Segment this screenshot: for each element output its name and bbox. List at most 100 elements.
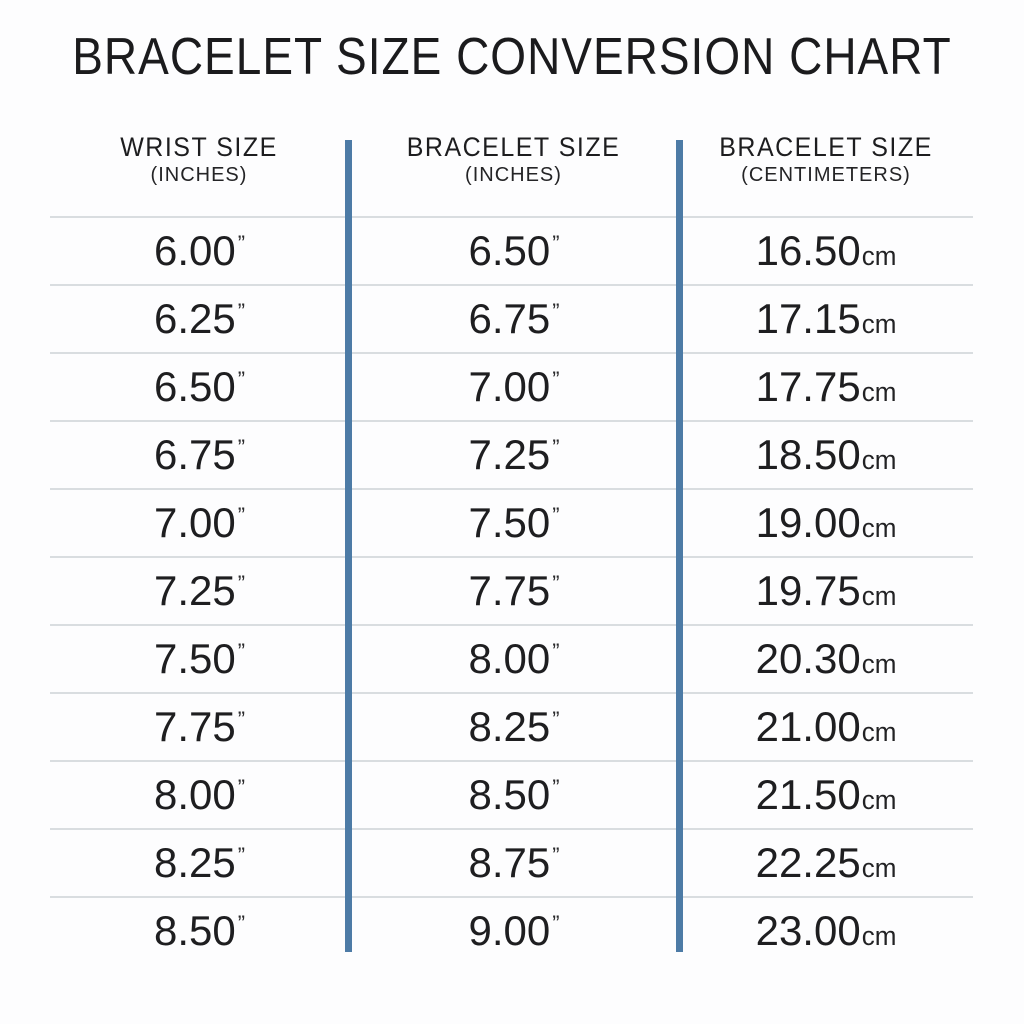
inch-mark: ”	[552, 707, 559, 733]
table-row: 7.25” 7.75” 19.75cm	[50, 556, 973, 624]
bracelet-size-inches-cell: 7.25”	[348, 434, 679, 476]
value-number: 7.75	[468, 567, 551, 614]
conversion-table: WRIST SIZE (INCHES) BRACELET SIZE (INCHE…	[50, 132, 973, 964]
table-body: 6.00” 6.50” 16.50cm 6.25” 6.75” 17.15cm …	[50, 216, 973, 964]
inch-mark: ”	[237, 775, 245, 801]
cm-unit: cm	[861, 241, 897, 271]
inch-mark: ”	[237, 299, 245, 325]
inch-mark: ”	[552, 911, 559, 937]
value-number: 8.00	[153, 771, 236, 818]
bracelet-size-cm-cell: 23.00cm	[679, 910, 973, 952]
wrist-size-inches-cell: 6.25”	[50, 298, 348, 340]
value-number: 17.75	[755, 363, 861, 410]
table-row: 6.00” 6.50” 16.50cm	[50, 216, 973, 284]
value-number: 18.50	[755, 431, 861, 478]
inch-mark: ”	[552, 299, 559, 325]
inch-mark: ”	[552, 503, 559, 529]
bracelet-size-cm-cell: 21.00cm	[679, 706, 973, 748]
value-number: 7.25	[153, 567, 236, 614]
table-row: 6.50” 7.00” 17.75cm	[50, 352, 973, 420]
value-number: 6.25	[153, 295, 236, 342]
cm-unit: cm	[861, 513, 897, 543]
bracelet-size-cm-cell: 18.50cm	[679, 434, 973, 476]
table-row: 6.75” 7.25” 18.50cm	[50, 420, 973, 488]
wrist-size-inches-cell: 6.00”	[50, 230, 348, 272]
value-number: 9.00	[468, 907, 551, 954]
bracelet-size-inches-cell: 9.00”	[348, 910, 679, 952]
table-row: 7.75” 8.25” 21.00cm	[50, 692, 973, 760]
column-divider-left	[345, 140, 352, 952]
bracelet-size-inches-cell: 7.75”	[348, 570, 679, 612]
column-label: WRIST SIZE	[120, 132, 278, 163]
table-row: 8.50” 9.00” 23.00cm	[50, 896, 973, 964]
column-sublabel: (INCHES)	[465, 164, 562, 186]
inch-mark: ”	[552, 775, 559, 801]
value-number: 8.25	[468, 703, 551, 750]
value-number: 6.50	[468, 227, 551, 274]
wrist-size-inches-cell: 8.50”	[50, 910, 348, 952]
wrist-size-inches-cell: 8.25”	[50, 842, 348, 884]
value-number: 21.00	[755, 703, 861, 750]
value-number: 19.00	[755, 499, 861, 546]
column-divider-right	[676, 140, 683, 952]
bracelet-size-cm-cell: 17.75cm	[679, 366, 973, 408]
value-number: 8.00	[468, 635, 551, 682]
cm-unit: cm	[861, 649, 897, 679]
column-label: BRACELET SIZE	[406, 132, 621, 163]
cm-unit: cm	[861, 309, 897, 339]
value-number: 7.00	[468, 363, 551, 410]
inch-mark: ”	[237, 231, 245, 257]
inch-mark: ”	[552, 367, 559, 393]
value-number: 7.00	[153, 499, 236, 546]
value-number: 7.50	[153, 635, 236, 682]
wrist-size-inches-cell: 7.50”	[50, 638, 348, 680]
inch-mark: ”	[237, 639, 245, 665]
table-row: 8.25” 8.75” 22.25cm	[50, 828, 973, 896]
table-row: 7.00” 7.50” 19.00cm	[50, 488, 973, 556]
bracelet-size-inches-cell: 8.75”	[348, 842, 679, 884]
wrist-size-inches-cell: 6.75”	[50, 434, 348, 476]
inch-mark: ”	[237, 911, 245, 937]
bracelet-size-cm-cell: 19.00cm	[679, 502, 973, 544]
inch-mark: ”	[552, 639, 559, 665]
bracelet-size-inches-cell: 8.00”	[348, 638, 679, 680]
value-number: 6.00	[153, 227, 236, 274]
bracelet-size-inches-cell: 8.25”	[348, 706, 679, 748]
table-header-row: WRIST SIZE (INCHES) BRACELET SIZE (INCHE…	[50, 132, 973, 216]
value-number: 7.50	[468, 499, 551, 546]
cm-unit: cm	[861, 853, 897, 883]
value-number: 8.50	[153, 907, 236, 954]
value-number: 8.75	[468, 839, 551, 886]
value-number: 6.50	[153, 363, 236, 410]
value-number: 23.00	[755, 907, 861, 954]
cm-unit: cm	[861, 581, 897, 611]
bracelet-size-cm-cell: 22.25cm	[679, 842, 973, 884]
bracelet-size-inches-cell: 7.00”	[348, 366, 679, 408]
value-number: 6.75	[468, 295, 551, 342]
page-title: BRACELET SIZE CONVERSION CHART	[72, 27, 952, 86]
wrist-size-inches-cell: 6.50”	[50, 366, 348, 408]
value-number: 6.75	[153, 431, 236, 478]
cm-unit: cm	[861, 445, 897, 475]
inch-mark: ”	[237, 367, 245, 393]
value-number: 19.75	[755, 567, 861, 614]
value-number: 21.50	[755, 771, 861, 818]
bracelet-size-cm-cell: 21.50cm	[679, 774, 973, 816]
value-number: 7.75	[153, 703, 236, 750]
inch-mark: ”	[552, 843, 559, 869]
wrist-size-inches-cell: 7.75”	[50, 706, 348, 748]
column-sublabel: (CENTIMETERS)	[741, 164, 911, 186]
inch-mark: ”	[237, 707, 245, 733]
cm-unit: cm	[861, 377, 897, 407]
inch-mark: ”	[237, 435, 245, 461]
value-number: 17.15	[755, 295, 861, 342]
bracelet-size-cm-cell: 17.15cm	[679, 298, 973, 340]
column-sublabel: (INCHES)	[150, 164, 248, 186]
bracelet-size-inches-cell: 8.50”	[348, 774, 679, 816]
value-number: 20.30	[755, 635, 861, 682]
cm-unit: cm	[861, 785, 897, 815]
bracelet-size-inches-cell: 6.50”	[348, 230, 679, 272]
wrist-size-inches-cell: 7.25”	[50, 570, 348, 612]
bracelet-size-inches-cell: 6.75”	[348, 298, 679, 340]
